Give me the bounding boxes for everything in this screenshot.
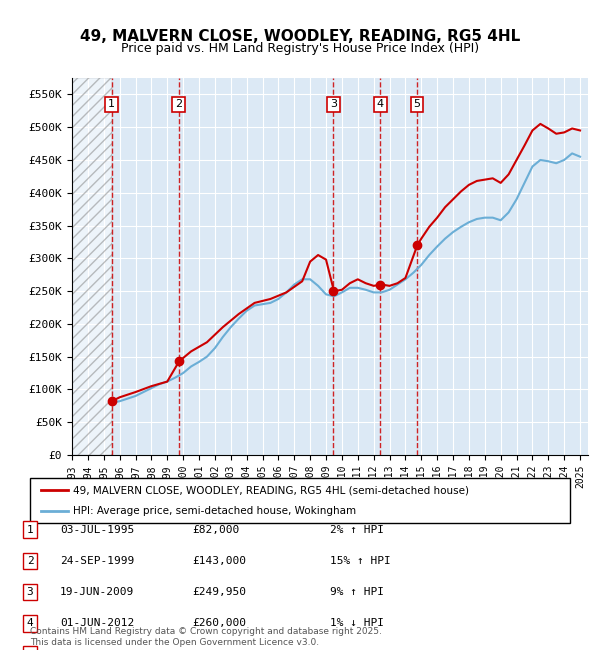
Text: 2: 2 [175,99,182,109]
Text: Contains HM Land Registry data © Crown copyright and database right 2025.
This d: Contains HM Land Registry data © Crown c… [30,627,382,647]
Text: £143,000: £143,000 [192,556,246,566]
Text: 15% ↑ HPI: 15% ↑ HPI [330,556,391,566]
Text: 01-JUN-2012: 01-JUN-2012 [60,618,134,629]
Text: HPI: Average price, semi-detached house, Wokingham: HPI: Average price, semi-detached house,… [73,506,356,515]
Text: 1: 1 [26,525,34,535]
Text: 9% ↑ HPI: 9% ↑ HPI [330,587,384,597]
Text: 49, MALVERN CLOSE, WOODLEY, READING, RG5 4HL (semi-detached house): 49, MALVERN CLOSE, WOODLEY, READING, RG5… [73,486,469,495]
Bar [72,78,112,455]
Text: £249,950: £249,950 [192,587,246,597]
Text: 24-SEP-1999: 24-SEP-1999 [60,556,134,566]
Text: £260,000: £260,000 [192,618,246,629]
Text: 1: 1 [108,99,115,109]
Bar [72,78,112,455]
Text: Price paid vs. HM Land Registry's House Price Index (HPI): Price paid vs. HM Land Registry's House … [121,42,479,55]
Text: 4: 4 [377,99,384,109]
FancyBboxPatch shape [30,478,570,523]
Text: 3: 3 [26,587,34,597]
Text: 3: 3 [330,99,337,109]
Text: 49, MALVERN CLOSE, WOODLEY, READING, RG5 4HL: 49, MALVERN CLOSE, WOODLEY, READING, RG5… [80,29,520,44]
Text: 5: 5 [413,99,421,109]
Text: 4: 4 [26,618,34,629]
Text: 03-JUL-1995: 03-JUL-1995 [60,525,134,535]
Text: £82,000: £82,000 [192,525,239,535]
Text: 2: 2 [26,556,34,566]
Text: 19-JUN-2009: 19-JUN-2009 [60,587,134,597]
Text: 2% ↑ HPI: 2% ↑ HPI [330,525,384,535]
Text: 1% ↓ HPI: 1% ↓ HPI [330,618,384,629]
